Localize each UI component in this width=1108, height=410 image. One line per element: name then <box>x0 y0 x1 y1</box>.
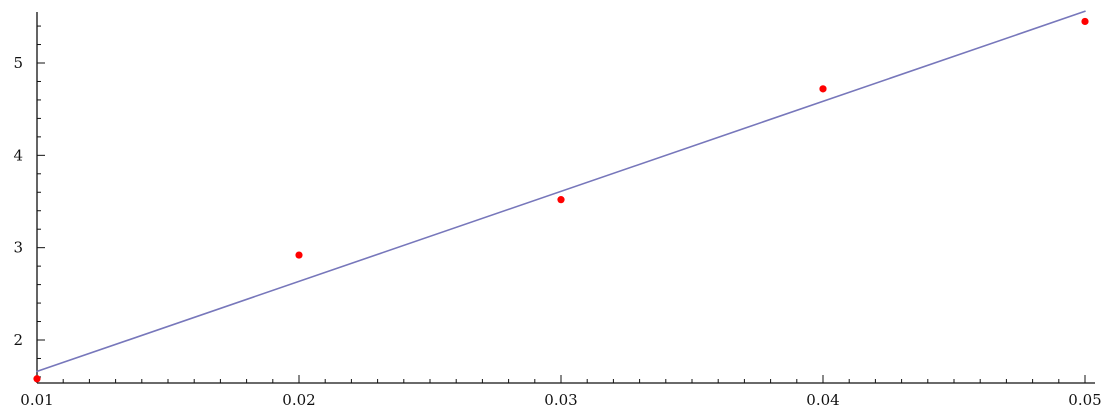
data-points-layer <box>33 17 1089 383</box>
fit-line-layer <box>36 10 1086 373</box>
data-point <box>295 251 303 259</box>
data-point <box>1081 17 1089 26</box>
data-point <box>33 375 41 383</box>
data-point <box>557 196 565 204</box>
tick-labels-layer: 0.01 0.02 0.03 0.04 0.05 2 3 4 5 <box>13 54 1101 409</box>
y-tick-label: 5 <box>13 54 23 72</box>
data-point <box>819 85 827 93</box>
x-tick-label: 0.05 <box>1068 391 1101 409</box>
x-tick-label: 0.01 <box>20 391 53 409</box>
fit-line <box>36 10 1086 373</box>
y-tick-label: 3 <box>13 239 23 257</box>
axes <box>36 12 1095 384</box>
x-tick-label: 0.04 <box>806 391 839 409</box>
y-tick-label: 2 <box>13 331 23 349</box>
x-tick-label: 0.02 <box>282 391 315 409</box>
y-tick-label: 4 <box>13 146 23 164</box>
x-tick-label: 0.03 <box>544 391 577 409</box>
